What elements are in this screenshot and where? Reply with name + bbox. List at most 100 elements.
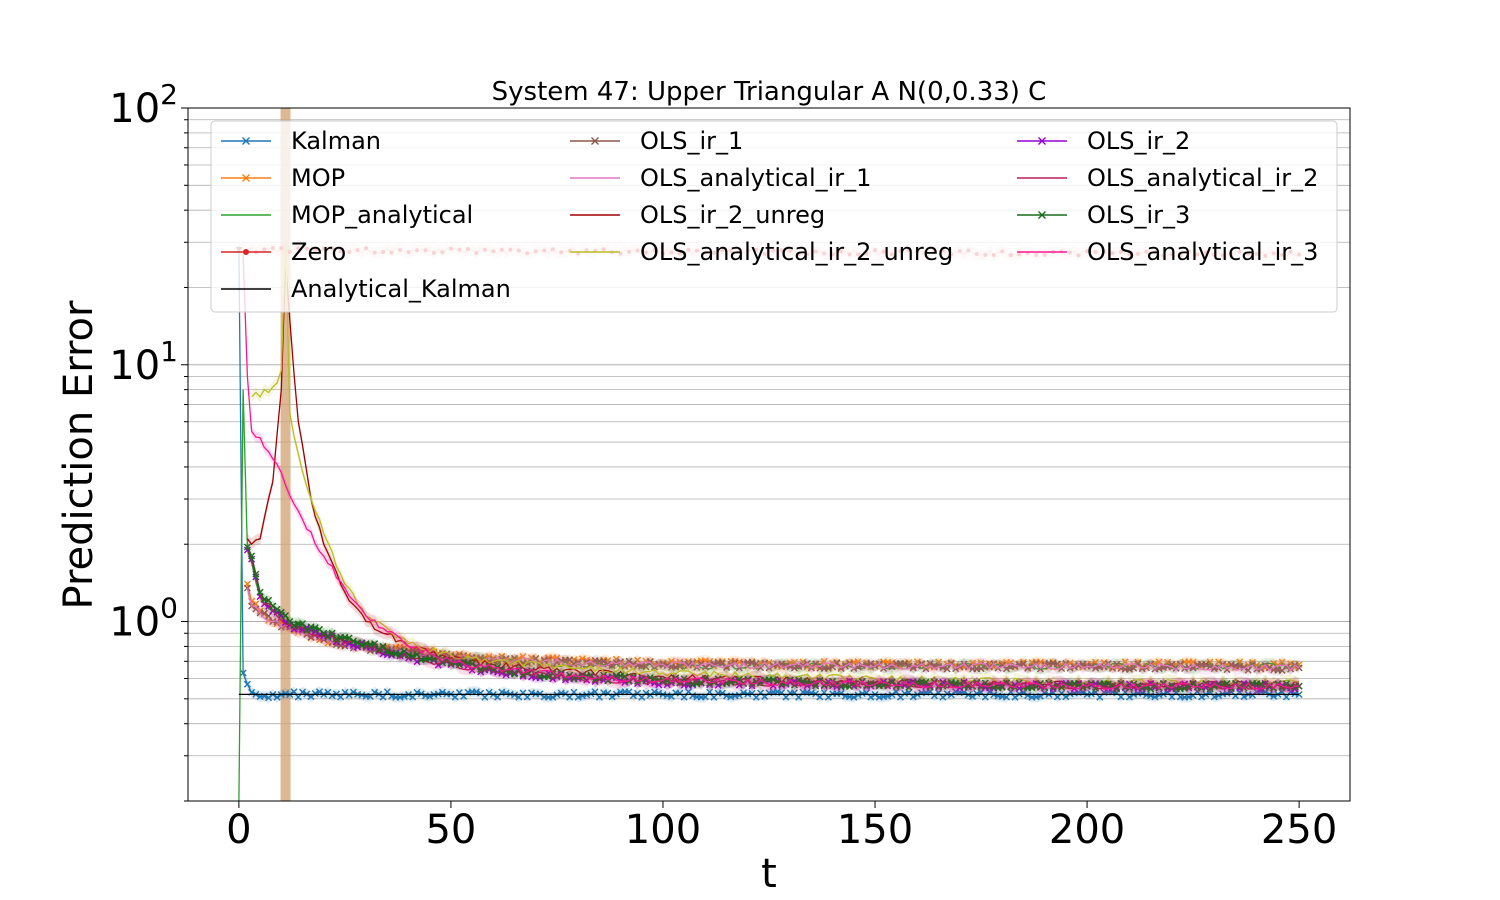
y-tick-base: 10 bbox=[109, 86, 160, 132]
legend-item: MOP bbox=[221, 164, 345, 192]
y-tick-base: 10 bbox=[109, 343, 160, 389]
legend-item: OLS_ir_1 bbox=[570, 127, 743, 155]
data-point bbox=[358, 641, 366, 649]
data-point bbox=[243, 584, 251, 592]
y-tick-exponent: 0 bbox=[160, 592, 178, 625]
data-point bbox=[243, 680, 251, 688]
series-band bbox=[247, 544, 1300, 695]
data-point bbox=[413, 658, 421, 666]
y-tick-label: 101 bbox=[109, 335, 178, 389]
data-point bbox=[409, 652, 417, 660]
data-point bbox=[1104, 680, 1112, 688]
data-point bbox=[243, 249, 249, 255]
data-point bbox=[1265, 682, 1273, 690]
data-point bbox=[837, 689, 845, 697]
data-point bbox=[807, 679, 815, 687]
data-point bbox=[892, 688, 900, 696]
vertical-band bbox=[280, 108, 291, 801]
data-point bbox=[1240, 664, 1248, 672]
legend-label: OLS_ir_2 bbox=[1087, 127, 1190, 155]
data-point bbox=[1147, 692, 1155, 700]
data-point bbox=[438, 659, 446, 667]
chart-title: System 47: Upper Triangular A N(0,0.33) … bbox=[492, 77, 1047, 107]
data-point bbox=[684, 661, 692, 669]
data-point bbox=[1202, 660, 1210, 668]
legend-item: OLS_analytical_ir_3 bbox=[1017, 238, 1318, 266]
data-point bbox=[667, 677, 675, 685]
data-point bbox=[867, 659, 875, 667]
series-ols-analytical-ir-1 bbox=[246, 582, 1300, 676]
data-point bbox=[1024, 692, 1032, 699]
data-point bbox=[790, 664, 798, 672]
y-axis-label: Prediction Error bbox=[56, 300, 102, 609]
data-point bbox=[1193, 683, 1201, 691]
legend-label: OLS_analytical_ir_3 bbox=[1087, 238, 1318, 266]
data-point bbox=[1038, 137, 1046, 145]
data-point bbox=[574, 693, 582, 701]
data-point bbox=[1038, 211, 1046, 219]
data-point bbox=[629, 660, 637, 668]
data-point bbox=[290, 622, 298, 630]
data-point bbox=[1215, 691, 1223, 699]
data-point bbox=[735, 691, 743, 699]
data-point bbox=[1070, 679, 1078, 687]
data-point bbox=[956, 680, 964, 688]
data-point bbox=[663, 662, 671, 670]
data-point bbox=[477, 665, 485, 673]
y-tick-exponent: 1 bbox=[160, 335, 178, 368]
x-tick-label: 50 bbox=[425, 807, 476, 853]
legend-item: OLS_ir_2_unreg bbox=[570, 201, 825, 229]
legend-item: MOP_analytical bbox=[221, 201, 473, 229]
data-point bbox=[345, 634, 353, 642]
legend-label: Kalman bbox=[291, 127, 381, 155]
data-point bbox=[1244, 681, 1252, 689]
series-line bbox=[242, 253, 1300, 690]
data-point bbox=[472, 663, 480, 671]
data-point bbox=[625, 657, 633, 665]
data-point bbox=[358, 691, 366, 699]
y-tick-exponent: 2 bbox=[160, 78, 178, 111]
data-point bbox=[502, 667, 510, 675]
data-point bbox=[544, 673, 552, 681]
data-point bbox=[964, 663, 972, 671]
data-point bbox=[498, 666, 506, 674]
data-point bbox=[1087, 662, 1095, 670]
data-point bbox=[299, 620, 306, 628]
data-point bbox=[799, 661, 807, 669]
legend: Kalman MOP MOP_analytical Zero Analytical_Ka… bbox=[210, 120, 1338, 313]
data-point bbox=[371, 640, 379, 648]
data-point bbox=[553, 671, 561, 679]
x-axis: 0 50 100 150 200 250 bbox=[226, 801, 1337, 853]
data-point bbox=[252, 570, 260, 578]
data-point bbox=[315, 688, 323, 696]
data-point bbox=[930, 692, 938, 700]
legend-item: Kalman bbox=[221, 127, 381, 155]
data-point bbox=[311, 624, 319, 632]
data-point bbox=[413, 650, 421, 658]
data-point bbox=[243, 543, 251, 551]
legend-label: OLS_ir_2_unreg bbox=[640, 201, 825, 229]
data-point bbox=[1041, 689, 1049, 697]
data-point bbox=[943, 680, 951, 688]
data-point bbox=[867, 693, 875, 701]
data-point bbox=[850, 693, 858, 701]
data-point bbox=[311, 690, 319, 697]
data-point bbox=[1125, 693, 1133, 701]
data-point bbox=[242, 137, 250, 145]
data-point bbox=[591, 688, 599, 696]
data-point bbox=[803, 678, 811, 686]
data-point bbox=[1100, 663, 1108, 671]
data-point bbox=[273, 693, 281, 701]
data-point bbox=[273, 605, 281, 613]
legend-label: OLS_analytical_ir_2_unreg bbox=[640, 238, 953, 266]
data-point bbox=[714, 681, 722, 689]
data-point bbox=[905, 662, 913, 670]
data-point bbox=[629, 692, 637, 700]
data-point bbox=[570, 675, 578, 683]
data-point bbox=[1189, 658, 1197, 666]
data-point bbox=[600, 658, 608, 666]
x-tick-label: 200 bbox=[1049, 807, 1125, 853]
data-point bbox=[986, 663, 994, 671]
